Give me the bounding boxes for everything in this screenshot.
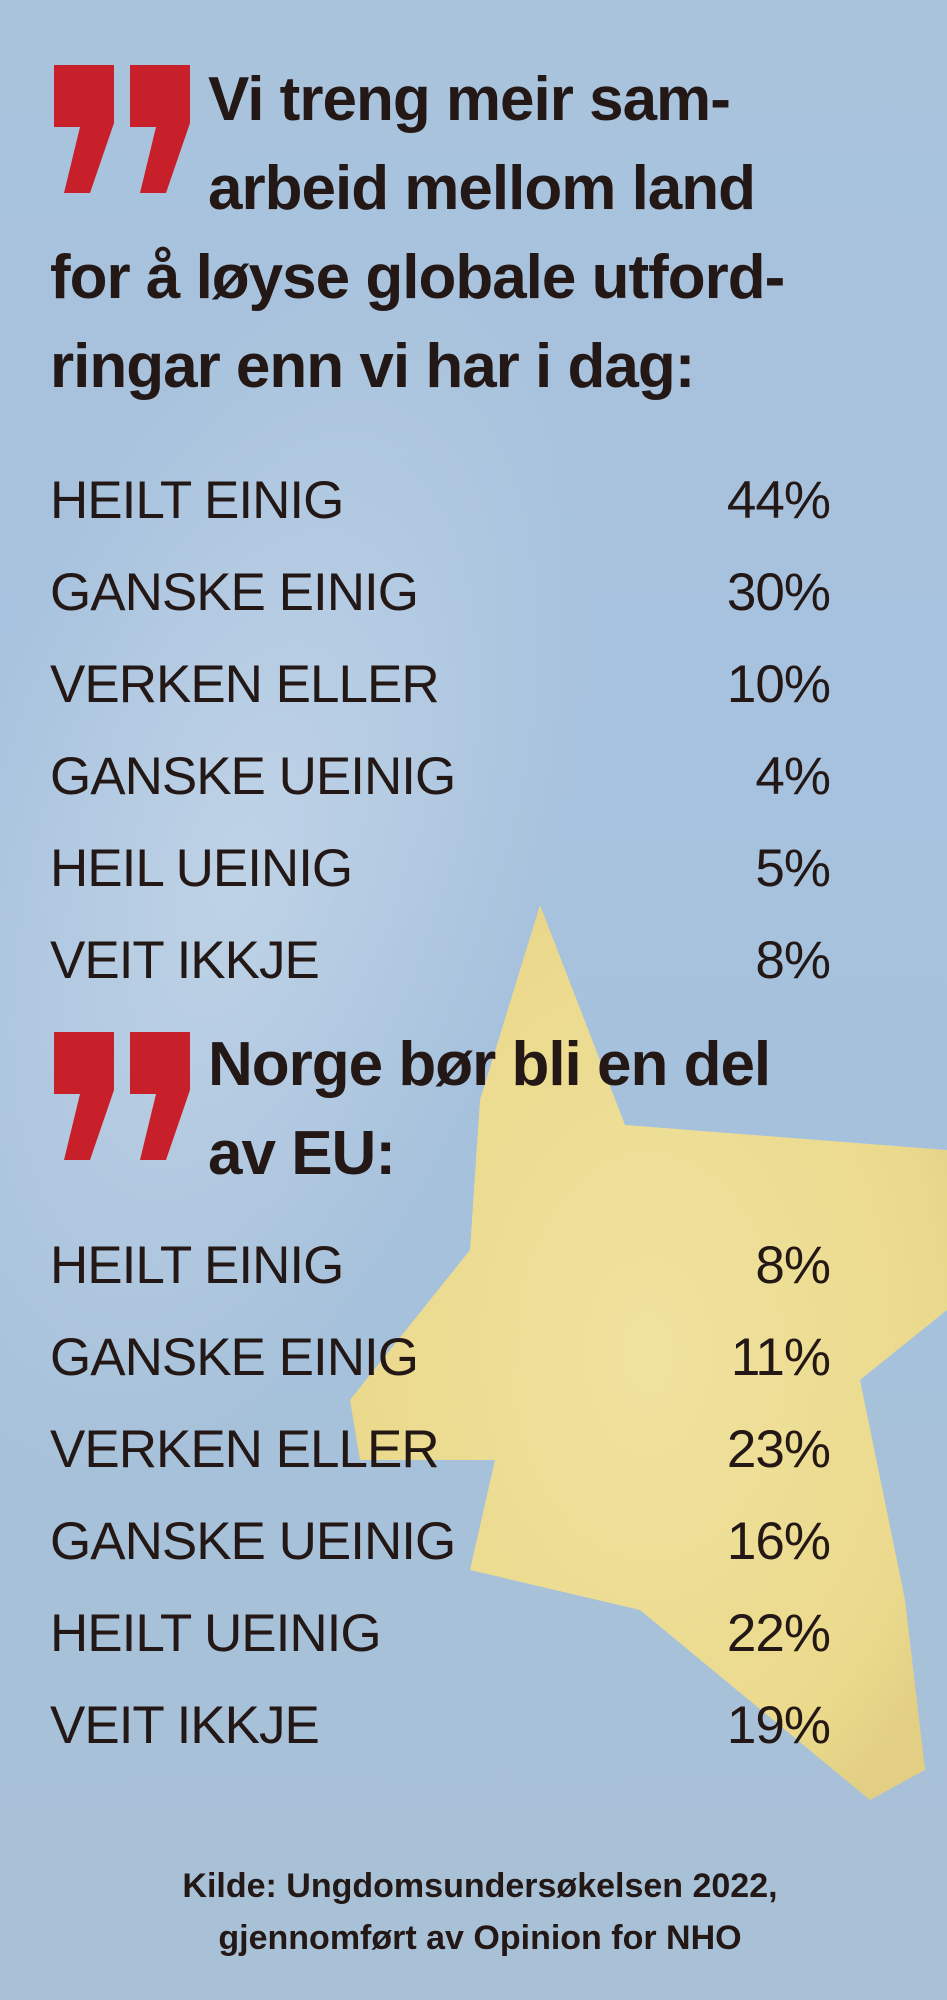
result-row: GANSKE UEINIG 4% — [50, 731, 831, 823]
results-list-2: HEILT EINIG 8% GANSKE EINIG 11% VERKEN E… — [50, 1220, 831, 1772]
result-value: 19% — [726, 1696, 831, 1755]
headline-line: av EU: — [208, 1119, 396, 1188]
result-value: 5% — [755, 839, 831, 898]
source-credit: Kilde: Ungdomsundersøkelsen 2022, gjenno… — [120, 1860, 840, 1964]
quotation-mark-icon — [54, 1032, 190, 1160]
result-value: 8% — [755, 1236, 831, 1295]
result-value: 44% — [726, 471, 831, 530]
section-2-headline: Norge bør bli en del av EU: — [50, 1020, 850, 1198]
result-value: 11% — [730, 1328, 831, 1387]
star-icon — [350, 905, 947, 1800]
result-label: GANSKE EINIG — [50, 1328, 419, 1387]
result-row: GANSKE UEINIG 16% — [50, 1496, 831, 1588]
result-label: VEIT IKKJE — [50, 931, 320, 990]
headline-line: Vi treng meir sam- — [208, 65, 731, 134]
result-row: HEILT UEINIG 22% — [50, 1588, 831, 1680]
survey-section-2: Norge bør bli en del av EU: HEILT EINIG … — [50, 1020, 850, 1755]
result-row: GANSKE EINIG 30% — [50, 547, 831, 639]
result-label: HEILT UEINIG — [50, 1604, 382, 1663]
result-value: 30% — [726, 563, 831, 622]
result-value: 22% — [726, 1604, 831, 1663]
result-row: GANSKE EINIG 11% — [50, 1312, 831, 1404]
headline-line: for å løyse globale utford- — [50, 243, 785, 312]
result-row: VEIT IKKJE 8% — [50, 915, 831, 1007]
results-list-1: HEILT EINIG 44% GANSKE EINIG 30% VERKEN … — [50, 455, 831, 1007]
result-label: VEIT IKKJE — [50, 1696, 320, 1755]
result-value: 8% — [755, 931, 831, 990]
result-value: 23% — [726, 1420, 831, 1479]
result-row: VEIT IKKJE 19% — [50, 1680, 831, 1772]
result-label: HEIL UEINIG — [50, 839, 353, 898]
result-label: HEILT EINIG — [50, 471, 344, 530]
headline-line: arbeid mellom land — [208, 154, 756, 223]
quotation-mark-icon — [54, 65, 190, 193]
result-row: VERKEN ELLER 10% — [50, 639, 831, 731]
result-label: VERKEN ELLER — [50, 655, 440, 714]
result-label: VERKEN ELLER — [50, 1420, 440, 1479]
result-row: VERKEN ELLER 23% — [50, 1404, 831, 1496]
source-line: Kilde: Ungdomsundersøkelsen 2022, — [182, 1867, 778, 1905]
source-line: gjennomført av Opinion for NHO — [218, 1919, 742, 1957]
section-1-headline: Vi treng meir sam- arbeid mellom land fo… — [50, 55, 850, 411]
result-label: GANSKE UEINIG — [50, 1512, 456, 1571]
result-value: 16% — [726, 1512, 831, 1571]
result-value: 4% — [755, 747, 831, 806]
result-row: HEILT EINIG 44% — [50, 455, 831, 547]
result-label: GANSKE EINIG — [50, 563, 419, 622]
result-label: GANSKE UEINIG — [50, 747, 456, 806]
result-row: HEILT EINIG 8% — [50, 1220, 831, 1312]
headline-line: Norge bør bli en del — [208, 1030, 771, 1099]
headline-line: ringar enn vi har i dag: — [50, 332, 695, 401]
survey-section-1: Vi treng meir sam- arbeid mellom land fo… — [50, 55, 850, 990]
result-label: HEILT EINIG — [50, 1236, 344, 1295]
result-row: HEIL UEINIG 5% — [50, 823, 831, 915]
result-value: 10% — [726, 655, 831, 714]
